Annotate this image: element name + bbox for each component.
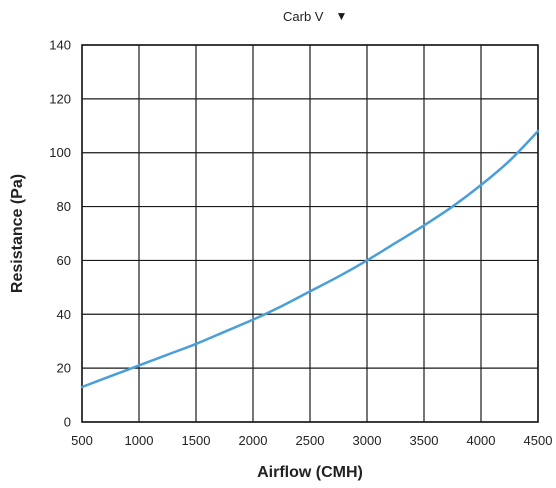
y-tick-label: 140 [49, 38, 71, 53]
x-tick-label: 4500 [524, 433, 553, 448]
y-tick-label: 80 [57, 199, 71, 214]
x-axis-label: Airflow (CMH) [257, 464, 363, 481]
x-tick-label: 500 [71, 433, 93, 448]
series-layer [80, 129, 540, 389]
y-tick-label: 120 [49, 91, 71, 106]
y-tick-label: 100 [49, 145, 71, 160]
y-tick-label: 0 [64, 415, 71, 430]
y-tick-label: 60 [57, 253, 71, 268]
x-tick-label: 4000 [467, 433, 496, 448]
plot-frame [81, 44, 539, 423]
x-tick-label: 2000 [239, 433, 268, 448]
chart-selector-value: Carb V [283, 8, 324, 24]
x-tick-label: 3000 [353, 433, 382, 448]
chart-grid [81, 44, 539, 423]
y-tick-label: 40 [57, 307, 71, 322]
y-axis-ticks: 0 20 40 60 80 100 120 140 [49, 38, 71, 430]
x-axis-ticks: 500 1000 1500 2000 2500 3000 3500 4000 4500 [71, 433, 552, 448]
y-axis-label: Resistance (Pa) [9, 174, 26, 293]
series-line [80, 129, 540, 389]
chart-selector-dropdown[interactable]: Carb V ▼ [283, 6, 347, 26]
triangle-down-icon: ▼ [335, 9, 348, 23]
x-tick-label: 1000 [125, 433, 154, 448]
x-tick-label: 1500 [182, 433, 211, 448]
x-tick-label: 3500 [410, 433, 439, 448]
y-tick-label: 20 [57, 361, 71, 376]
x-tick-label: 2500 [296, 433, 325, 448]
